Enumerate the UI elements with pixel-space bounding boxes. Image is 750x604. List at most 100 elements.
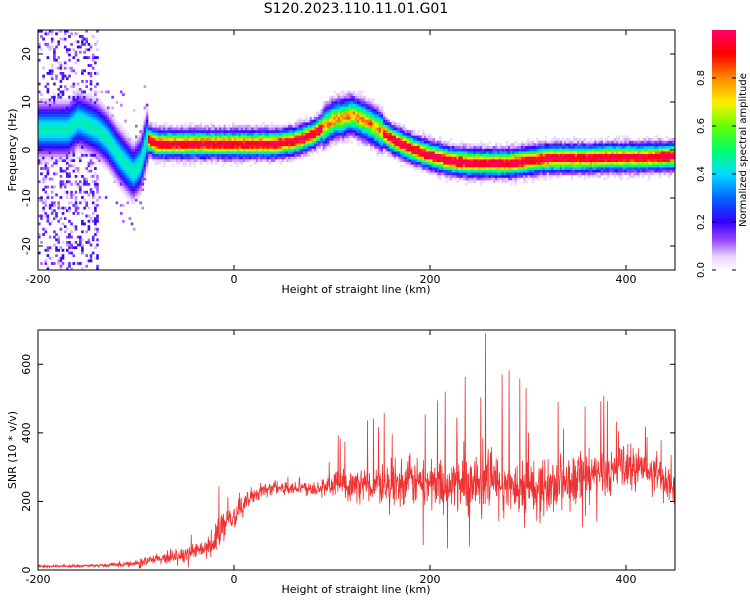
heatmap-cell	[350, 140, 354, 144]
heatmap-cell	[430, 156, 433, 160]
heatmap-cell	[208, 130, 211, 133]
heatmap-cell	[553, 151, 556, 154]
heatmap-cell	[247, 153, 250, 157]
heatmap-cell	[63, 135, 67, 139]
heatmap-cell	[561, 140, 565, 144]
heatmap-cell	[533, 167, 537, 170]
heatmap-cell	[135, 135, 138, 139]
heatmap-cell	[59, 122, 63, 125]
heatmap-cell	[152, 124, 155, 128]
heatmap-cell	[600, 143, 604, 147]
heatmap-cell	[434, 143, 438, 147]
heatmap-cell	[531, 180, 535, 184]
heatmap-cell	[441, 159, 444, 162]
heatmap-cell	[523, 164, 526, 168]
heatmap-cell	[46, 135, 50, 139]
heatmap-cell	[59, 259, 63, 263]
heatmap-cell	[163, 156, 166, 160]
heatmap-cell	[510, 177, 513, 181]
heatmap-cell	[490, 156, 494, 160]
heatmap-cell	[66, 106, 69, 110]
heatmap-cell	[204, 143, 207, 147]
heatmap-cell	[383, 135, 386, 139]
heatmap-cell	[523, 143, 526, 147]
heatmap-cell	[469, 180, 472, 184]
heatmap-cell	[475, 167, 479, 170]
heatmap-cell	[486, 159, 489, 162]
heatmap-cell	[229, 135, 233, 139]
heatmap-cell	[419, 135, 423, 139]
heatmap-cell	[518, 172, 522, 176]
heatmap-cell	[40, 103, 43, 107]
heatmap-cell	[376, 127, 380, 131]
heatmap-cell	[55, 106, 58, 110]
heatmap-cell	[370, 98, 373, 102]
heatmap-cell	[456, 159, 459, 162]
heatmap-cell	[253, 156, 257, 160]
heatmap-cell	[490, 153, 494, 157]
heatmap-cell	[589, 159, 593, 162]
heatmap-cell	[398, 140, 401, 144]
heatmap-cell	[68, 243, 71, 247]
heatmap-cell	[61, 138, 65, 141]
heatmap-cell	[132, 143, 136, 147]
heatmap-cell	[372, 114, 375, 118]
heatmap-cell	[354, 103, 358, 107]
heatmap-cell	[223, 138, 226, 141]
heatmap-cell	[596, 146, 599, 149]
heatmap-cell	[145, 103, 149, 107]
heatmap-cell	[122, 146, 125, 149]
heatmap-cell	[171, 130, 175, 133]
heatmap-cell	[48, 153, 52, 157]
heatmap-cell	[44, 167, 48, 170]
heatmap-cell	[264, 140, 267, 144]
heatmap-cell	[268, 143, 272, 147]
heatmap-cell	[462, 172, 466, 176]
heatmap-cell	[61, 116, 65, 120]
heatmap-cell	[81, 212, 84, 215]
heatmap-cell	[320, 148, 323, 152]
heatmap-cell	[50, 119, 54, 123]
heatmap-cell	[91, 193, 95, 197]
heatmap-cell	[81, 140, 84, 144]
heatmap-cell	[50, 114, 54, 118]
heatmap-cell	[395, 130, 399, 133]
heatmap-cell	[160, 132, 164, 136]
heatmap-cell	[555, 164, 558, 168]
heatmap-cell	[53, 140, 56, 144]
heatmap-cell	[411, 135, 414, 139]
heatmap-cell	[421, 159, 425, 162]
heatmap-cell	[66, 138, 69, 141]
heatmap-cell	[197, 132, 201, 136]
heatmap-cell	[260, 132, 263, 136]
heatmap-cell	[488, 151, 492, 154]
heatmap-cell	[53, 50, 56, 54]
heatmap-cell	[602, 156, 606, 160]
heatmap-cell	[486, 148, 489, 152]
heatmap-cell	[143, 151, 147, 154]
heatmap-cell	[113, 127, 117, 131]
heatmap-cell	[574, 151, 578, 154]
heatmap-cell	[223, 156, 226, 160]
heatmap-cell	[156, 140, 160, 144]
heatmap-cell	[70, 114, 73, 118]
heatmap-cell	[406, 159, 410, 162]
heatmap-cell	[378, 116, 382, 120]
heatmap-cell	[126, 164, 129, 168]
heatmap-cell	[59, 256, 63, 260]
heatmap-cell	[145, 146, 149, 149]
heatmap-cell	[66, 130, 69, 133]
heatmap-cell	[130, 169, 134, 173]
heatmap-cell	[518, 151, 522, 154]
heatmap-cell	[331, 130, 334, 133]
heatmap-cell	[126, 143, 129, 147]
heatmap-cell	[354, 119, 358, 123]
heatmap-cell	[68, 106, 71, 110]
heatmap-cell	[402, 156, 405, 160]
heatmap-cell	[462, 169, 466, 173]
heatmap-cell	[79, 201, 82, 205]
heatmap-cell	[59, 146, 63, 149]
heatmap-cell	[85, 138, 88, 141]
heatmap-cell	[464, 148, 468, 152]
heatmap-cell	[96, 30, 99, 33]
